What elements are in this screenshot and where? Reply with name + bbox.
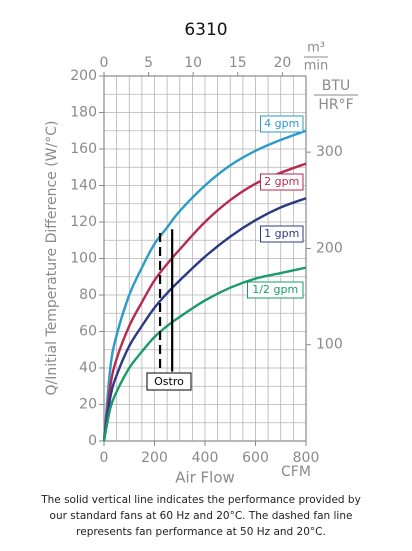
y-axis-title: Q/Initial Temperature Difference (W/°C) [44, 121, 60, 396]
reference-label: Ostro [154, 375, 184, 388]
y-tick-label: 40 [79, 360, 97, 376]
series-line [102, 197, 307, 442]
legend-box [260, 225, 304, 243]
series-line [102, 266, 307, 442]
y-tick-label: 100 [70, 251, 97, 267]
legend-box [260, 115, 304, 133]
caption-line: The solid vertical line indicates the pe… [40, 494, 361, 506]
y2-unit-bottom: HR°F [318, 97, 353, 113]
x2-tick-label: 15 [229, 55, 247, 71]
caption-line: our standard fans at 60 Hz and 20°C. The… [50, 510, 353, 522]
x-tick-label: 600 [242, 450, 269, 466]
legend-box [260, 173, 304, 191]
x-axis-title: Air Flow [175, 469, 235, 487]
x-tick-label: 200 [141, 450, 168, 466]
chart-title: 6310 [184, 20, 227, 40]
legend-label: 1 gpm [264, 227, 299, 240]
legend-label: 4 gpm [264, 117, 299, 130]
x2-unit-bottom: min [304, 59, 329, 74]
x-tick-label: 0 [100, 450, 109, 466]
x2-tick-label: 5 [144, 55, 153, 71]
y-tick-label: 0 [88, 433, 97, 449]
y-tick-label: 60 [79, 324, 97, 340]
y-tick-label: 160 [70, 141, 97, 157]
y-tick-label: 200 [70, 68, 97, 84]
series-line [102, 129, 307, 442]
x2-tick-label: 0 [100, 55, 109, 71]
x-tick-label: 800 [293, 450, 320, 466]
caption-line: represents fan performance at 50 Hz and … [76, 526, 326, 538]
y2-tick-label: 200 [316, 240, 343, 256]
y-tick-label: 80 [79, 287, 97, 303]
legend-box [247, 281, 304, 299]
legend-label: 1/2 gpm [252, 283, 298, 296]
x-tick-label: 400 [192, 450, 219, 466]
caption: The solid vertical line indicates the pe… [40, 494, 361, 538]
y-tick-label: 180 [70, 105, 97, 121]
y2-tick-label: 300 [316, 144, 343, 160]
x2-unit-top: m³ [307, 41, 325, 56]
series-line [102, 162, 307, 442]
x2-tick-label: 20 [273, 55, 291, 71]
x2-tick-label: 10 [184, 55, 202, 71]
y2-unit-top: BTU [322, 78, 350, 94]
reference-label-box [146, 372, 192, 391]
y-tick-label: 140 [70, 178, 97, 194]
y-tick-label: 120 [70, 214, 97, 230]
x-axis-unit: CFM [281, 464, 311, 480]
y2-tick-label: 100 [316, 337, 343, 353]
y-tick-label: 20 [79, 397, 97, 413]
legend-label: 2 gpm [264, 175, 299, 188]
